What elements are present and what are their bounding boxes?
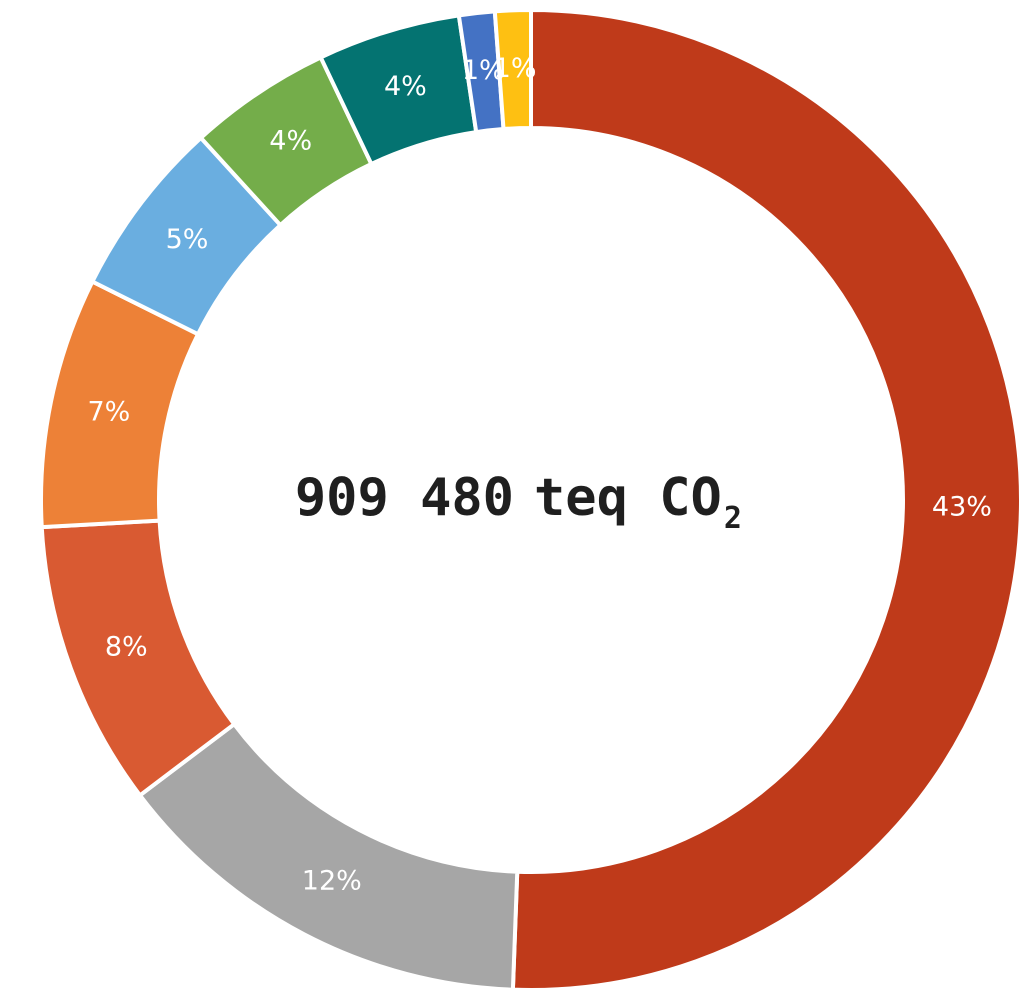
slice-label: 4% <box>384 71 427 102</box>
slice-label: 8% <box>105 632 148 663</box>
slice-label: 1% <box>462 55 505 86</box>
donut-slices <box>39 7 1023 991</box>
center-total-unit: teq CO <box>534 468 722 528</box>
center-total-subscript: 2 <box>724 501 742 536</box>
slice-label: 5% <box>166 224 209 255</box>
slice-labels: 43% 12% 8% 7% 5% 4% 4% 1%1% <box>87 53 991 897</box>
donut-slice <box>492 7 533 132</box>
slice-label: 7% <box>87 396 130 427</box>
slice-label: 12% <box>302 866 362 897</box>
donut-slice <box>510 7 1023 991</box>
slice-label: 4% <box>269 126 312 157</box>
slice-label: 1% <box>494 53 537 84</box>
slice-label: 43% <box>932 491 992 522</box>
center-total-value: 909 480 <box>295 468 514 528</box>
donut-slice <box>137 721 520 991</box>
